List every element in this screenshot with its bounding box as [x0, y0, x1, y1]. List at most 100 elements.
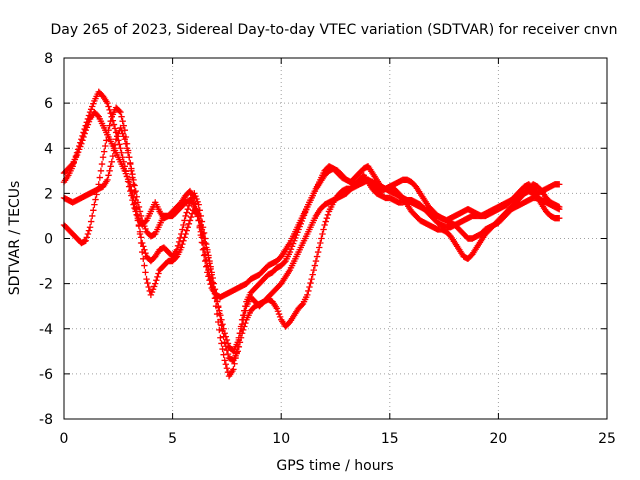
data-point	[198, 226, 206, 233]
data-point	[192, 192, 199, 200]
data-point	[77, 143, 84, 150]
data-point	[79, 137, 86, 144]
data-point	[152, 280, 159, 287]
data-point	[296, 223, 303, 230]
data-point	[106, 106, 113, 114]
data-point	[184, 224, 192, 231]
series-4	[60, 104, 563, 380]
data-point	[105, 103, 112, 110]
data-point	[153, 277, 160, 284]
data-point	[188, 210, 196, 217]
data-point	[142, 269, 149, 276]
data-point	[179, 240, 186, 248]
data-point	[78, 140, 85, 147]
data-point	[85, 118, 93, 125]
data-point	[218, 340, 225, 347]
data-point	[324, 211, 332, 219]
data-point	[190, 200, 197, 207]
data-point	[125, 178, 133, 186]
data-point	[147, 291, 155, 299]
data-point	[236, 330, 244, 337]
data-point	[136, 208, 144, 215]
data-point	[196, 207, 203, 214]
data-point	[220, 351, 227, 358]
data-point	[314, 248, 322, 256]
data-point	[110, 121, 118, 128]
data-point	[149, 286, 157, 293]
data-point	[298, 217, 306, 225]
data-point	[86, 224, 94, 231]
data-point	[105, 172, 112, 179]
data-point	[323, 214, 331, 222]
data-point	[234, 343, 241, 350]
data-point	[221, 330, 228, 337]
series-1	[60, 88, 563, 301]
data-point	[208, 280, 215, 287]
data-point	[183, 227, 190, 234]
data-point	[116, 107, 123, 115]
data-point	[117, 124, 124, 132]
x-tick-label: 0	[60, 431, 69, 447]
data-point	[204, 248, 211, 256]
data-point	[80, 133, 87, 141]
data-point	[211, 295, 219, 302]
data-point	[178, 244, 185, 251]
data-point	[104, 131, 111, 138]
data-point	[231, 360, 238, 367]
data-point	[140, 220, 147, 227]
data-point	[117, 145, 124, 152]
data-point	[103, 137, 110, 144]
data-point	[196, 222, 203, 230]
data-point	[195, 212, 202, 220]
grid	[64, 58, 607, 419]
data-point	[95, 181, 102, 188]
data-point	[215, 318, 222, 326]
data-point	[133, 193, 140, 200]
data-point	[286, 248, 294, 256]
axis-ticks: 0 5 10 15 20 25 -8 -6 -4 -2 0 2 4 6 8	[39, 51, 616, 447]
data-point	[205, 254, 212, 261]
data-point	[183, 209, 190, 216]
data-point	[299, 214, 307, 222]
data-point	[83, 124, 91, 131]
data-point	[200, 235, 208, 242]
x-tick-label: 20	[489, 431, 507, 447]
data-point	[82, 127, 89, 134]
data-point	[276, 313, 284, 321]
data-point	[287, 246, 295, 253]
data-point	[196, 217, 203, 224]
data-point	[108, 158, 115, 165]
data-point	[141, 262, 148, 269]
data-point	[275, 310, 283, 318]
data-point	[242, 302, 249, 310]
data-point	[141, 222, 148, 230]
data-point	[235, 336, 243, 344]
data-point	[223, 346, 231, 354]
data-point	[288, 243, 296, 250]
data-point	[124, 176, 132, 183]
data-point	[556, 214, 563, 222]
data-point	[219, 321, 226, 328]
data-point	[212, 293, 220, 301]
data-point	[219, 345, 226, 353]
data-point	[184, 205, 192, 213]
data-points	[60, 88, 563, 380]
data-point	[186, 217, 194, 224]
data-point	[137, 239, 145, 247]
data-point	[200, 229, 208, 237]
data-point	[87, 106, 95, 113]
y-tick-label: 0	[44, 232, 53, 248]
data-point	[148, 288, 156, 296]
y-axis-label: SDTVAR / TECUs	[7, 181, 23, 296]
data-point	[84, 121, 92, 128]
series-3	[60, 124, 563, 355]
data-point	[89, 212, 96, 220]
data-point	[175, 238, 183, 246]
data-point	[82, 237, 89, 244]
data-point	[194, 198, 201, 206]
data-point	[310, 266, 317, 274]
data-point	[154, 273, 161, 281]
data-point	[84, 230, 92, 238]
data-point	[131, 189, 138, 196]
data-point	[304, 291, 311, 299]
